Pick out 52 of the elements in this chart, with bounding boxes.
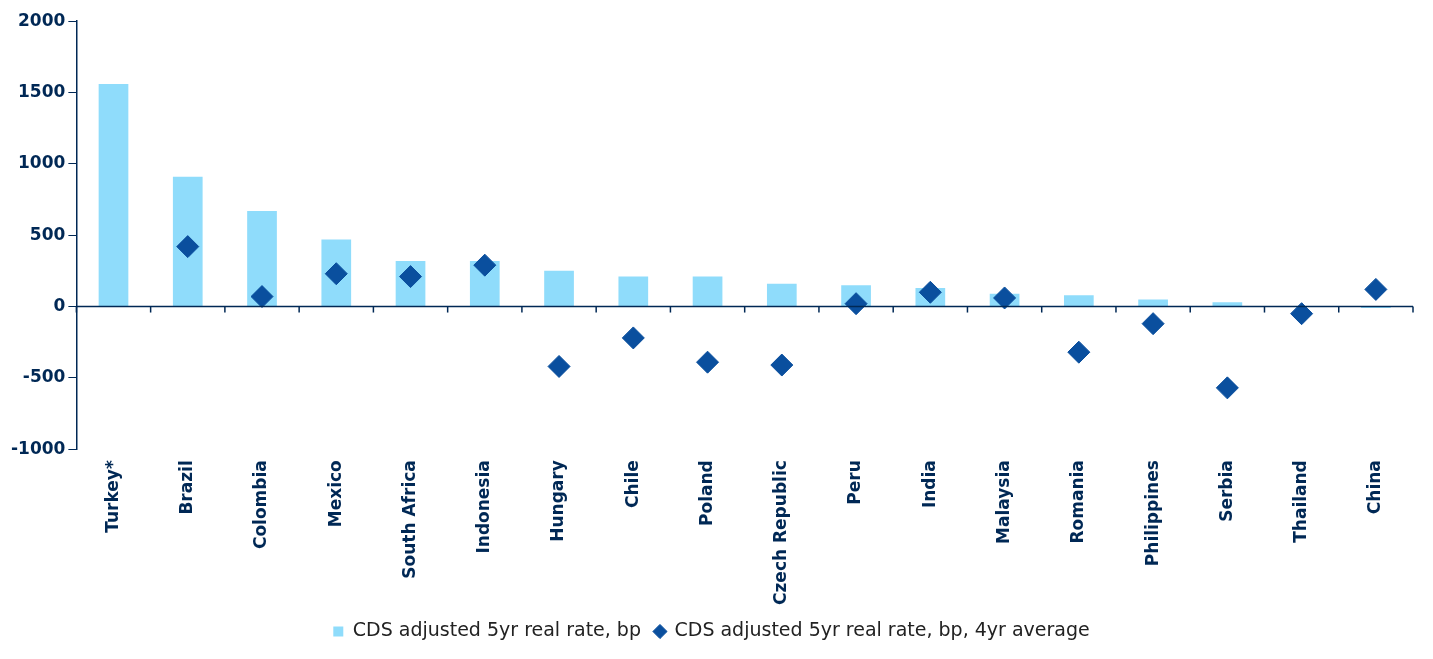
bar — [98, 83, 129, 307]
point — [176, 235, 200, 259]
bar — [172, 176, 203, 307]
point — [770, 353, 794, 377]
point — [250, 285, 274, 309]
y-tick-label: 1000 — [18, 152, 66, 173]
point — [621, 326, 645, 350]
point — [844, 292, 868, 316]
bar — [1063, 295, 1094, 307]
x-tick-label: Turkey* — [101, 460, 122, 533]
x-tick-label: Mexico — [324, 460, 345, 528]
y-tick-label: 0 — [53, 294, 66, 315]
bar — [766, 283, 797, 307]
point — [918, 280, 942, 304]
x-tick-label: Indonesia — [473, 460, 494, 554]
point — [473, 253, 497, 277]
bar — [692, 276, 723, 307]
x-tick-label: Thailand — [1290, 460, 1311, 543]
legend-label: CDS adjusted 5yr real rate, bp, 4yr average — [674, 618, 1090, 641]
point — [993, 286, 1017, 310]
point — [547, 354, 571, 378]
y-tick-label: 1500 — [18, 80, 66, 101]
point — [1067, 340, 1091, 364]
x-tick-label: Peru — [844, 460, 865, 505]
bar — [1138, 299, 1168, 307]
y-tick-label: 500 — [29, 223, 66, 244]
bar — [1212, 302, 1243, 307]
bar — [618, 276, 649, 307]
y-tick-label: -500 — [22, 366, 66, 387]
x-tick-label: Serbia — [1215, 460, 1236, 522]
point — [1141, 312, 1165, 336]
point — [696, 350, 720, 374]
legend-label: CDS adjusted 5yr real rate, bp — [352, 618, 641, 641]
x-tick-label: Colombia — [250, 460, 271, 550]
bar — [544, 270, 574, 307]
point — [1215, 376, 1239, 400]
x-tick-label: Hungary — [547, 460, 568, 542]
x-tick-label: Brazil — [176, 460, 197, 515]
point — [1290, 302, 1314, 326]
x-tick-label: India — [918, 460, 939, 509]
x-tick-label: Poland — [695, 460, 716, 526]
x-tick-label: Czech Republic — [770, 460, 791, 606]
x-tick-label: Philippines — [1141, 460, 1162, 567]
x-tick-label: China — [1364, 460, 1385, 515]
point — [1364, 277, 1388, 301]
x-tick-label: Romania — [1067, 460, 1088, 544]
x-tick-label: Malaysia — [993, 460, 1014, 544]
bar — [247, 210, 277, 307]
y-tick-label: -1000 — [11, 437, 66, 458]
x-tick-label: South Africa — [398, 460, 419, 579]
x-tick-label: Chile — [621, 460, 642, 508]
y-tick-label: 2000 — [18, 9, 66, 30]
